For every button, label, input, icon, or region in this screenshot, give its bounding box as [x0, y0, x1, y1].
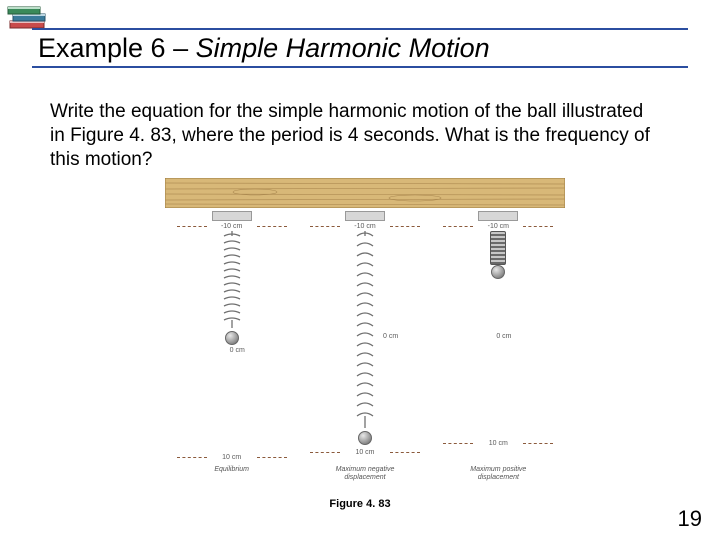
zero-label: 0 cm — [194, 347, 245, 354]
unit-max-neg: -10 cm 10 cm 0 cm — [305, 221, 425, 462]
label-max-neg: Maximum negativedisplacement — [305, 466, 425, 481]
spring-icon — [223, 231, 241, 331]
page-number: 19 — [678, 506, 702, 532]
pos10-label: 10 cm — [222, 454, 241, 461]
mount — [478, 211, 518, 221]
neg10-row: -10 cm — [310, 221, 420, 231]
neg10-row: -10 cm — [443, 221, 553, 231]
neg10-row: -10 cm — [177, 221, 287, 231]
page-title: Example 6 – Simple Harmonic Motion — [38, 33, 490, 64]
pos10-row: 10 cm — [310, 447, 420, 457]
wood-beam — [165, 178, 565, 208]
label-max-pos: Maximum positivedisplacement — [438, 466, 558, 481]
title-prefix: Example 6 – — [38, 33, 196, 63]
ball-icon — [358, 431, 372, 445]
mount — [345, 211, 385, 221]
pos10-label: 10 cm — [489, 440, 508, 447]
ball-icon — [491, 265, 505, 279]
unit-equilibrium: -10 cm 0 cm 10 cm — [172, 221, 292, 462]
pos10-row: 10 cm — [443, 438, 553, 448]
neg10-label: -10 cm — [488, 223, 509, 230]
ball-icon — [225, 331, 239, 345]
pos10-row: 10 cm — [177, 452, 287, 462]
figure-caption: Figure 4. 83 — [0, 498, 720, 510]
mount-row — [165, 211, 565, 221]
spring-icon — [356, 231, 374, 431]
neg10-label: -10 cm — [221, 223, 242, 230]
figure-4-83: -10 cm 0 cm 10 cm -10 cm 10 cm 0 cm -10 … — [165, 178, 565, 481]
zero-label: 0 cm — [383, 333, 398, 340]
mount — [212, 211, 252, 221]
neg10-label: -10 cm — [354, 223, 375, 230]
spring-units: -10 cm 0 cm 10 cm -10 cm 10 cm 0 cm -10 … — [165, 221, 565, 462]
pos10-label: 10 cm — [355, 449, 374, 456]
body-text: Write the equation for the simple harmon… — [50, 100, 650, 171]
bottom-labels: Equilibrium Maximum negativedisplacement… — [165, 466, 565, 481]
title-bar: Example 6 – Simple Harmonic Motion — [32, 28, 688, 68]
zero-label: 0 cm — [460, 333, 511, 340]
spring-compressed-icon — [490, 231, 506, 265]
title-italic: Simple Harmonic Motion — [196, 33, 490, 63]
unit-max-pos: -10 cm 0 cm 10 cm — [438, 221, 558, 462]
label-equilibrium: Equilibrium — [172, 466, 292, 481]
